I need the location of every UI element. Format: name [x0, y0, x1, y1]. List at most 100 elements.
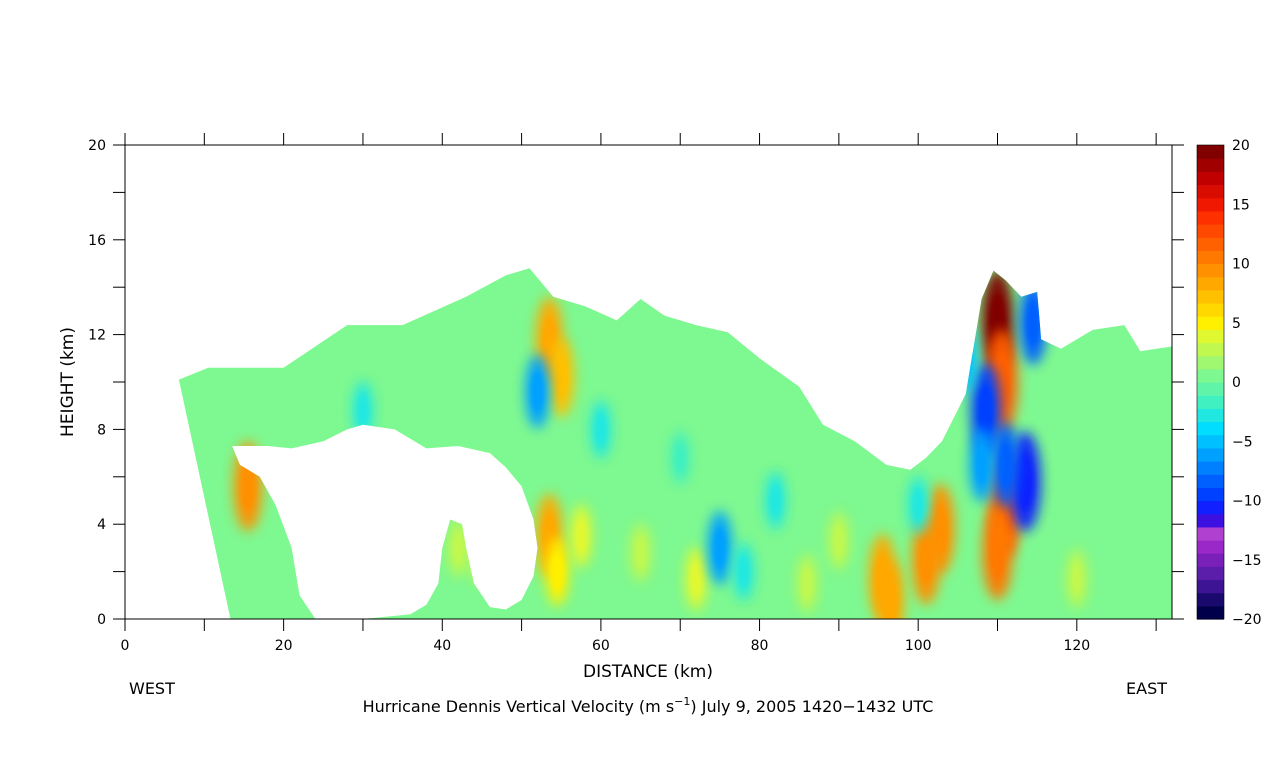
colorbar-swatch	[1197, 421, 1224, 436]
velocity-core	[554, 355, 568, 400]
x-tick-label: 20	[275, 638, 293, 654]
velocity-field	[178, 268, 1172, 619]
west-label: WEST	[129, 679, 175, 698]
colorbar-swatch	[1197, 553, 1224, 567]
velocity-core	[833, 524, 845, 557]
velocity-core	[738, 555, 749, 588]
colorbar-swatch	[1197, 487, 1224, 502]
velocity-core	[575, 518, 587, 554]
colorbar-swatch	[1197, 329, 1224, 344]
velocity-core	[690, 561, 702, 597]
colorbar-swatch	[1197, 250, 1224, 265]
colorbar-swatch	[1197, 263, 1224, 278]
colorbar-swatch	[1197, 210, 1224, 225]
colorbar-frame	[1196, 144, 1225, 620]
colorbar-swatch	[1197, 461, 1224, 475]
colorbar-tick-label: 0	[1232, 375, 1241, 391]
velocity-core	[1071, 562, 1083, 595]
y-tick-label: 8	[97, 422, 106, 438]
velocity-core	[675, 443, 686, 473]
colorbar-swatch	[1197, 605, 1224, 620]
y-tick-label: 16	[88, 233, 106, 249]
colorbar-swatch	[1197, 592, 1224, 607]
colorbar-swatch	[1197, 342, 1224, 357]
colorbar-swatch	[1197, 513, 1224, 528]
colorbar-tick-label: 20	[1232, 138, 1250, 154]
y-tick-label: 4	[97, 517, 106, 533]
velocity-cell	[953, 323, 978, 393]
x-tick-label: 100	[905, 638, 932, 654]
colorbar-swatch	[1197, 316, 1224, 330]
colorbar-tick-label: 15	[1232, 197, 1250, 213]
velocity-core	[357, 394, 369, 427]
y-tick-label: 0	[97, 612, 106, 628]
east-label: EAST	[1126, 679, 1167, 698]
colorbar-swatch	[1197, 224, 1224, 238]
velocity-core	[1017, 454, 1034, 510]
velocity-core	[912, 489, 924, 522]
velocity-core	[240, 461, 256, 511]
chart-title-suffix: ) July 9, 2005 1420−1432 UTC	[690, 697, 933, 716]
velocity-core	[978, 384, 994, 437]
colorbar-swatch	[1197, 540, 1224, 554]
y-axis-label: HEIGHT (km)	[58, 327, 78, 437]
chart-title-superscript: −1	[674, 695, 690, 708]
colorbar-swatch	[1197, 579, 1224, 594]
velocity-core	[975, 444, 988, 486]
velocity-core	[918, 535, 934, 585]
chart-title-prefix: Hurricane Dennis Vertical Velocity (m s	[363, 697, 675, 716]
plot-area	[178, 268, 1172, 619]
colorbar-swatch	[1197, 395, 1224, 409]
velocity-core	[801, 567, 813, 600]
colorbar-swatch	[1197, 500, 1224, 515]
colorbar-swatch	[1197, 526, 1224, 541]
velocity-core	[551, 552, 564, 591]
velocity-core	[531, 371, 544, 412]
y-tick-label: 20	[88, 138, 106, 154]
colorbar-swatch	[1197, 408, 1224, 423]
colorbar-swatch	[1197, 197, 1224, 212]
colorbar-swatch	[1197, 474, 1224, 488]
echo-free-region	[232, 424, 538, 619]
colorbar-swatch	[1197, 289, 1224, 304]
velocity-core	[1026, 299, 1041, 346]
velocity-core	[959, 339, 972, 378]
velocity-core	[770, 484, 781, 517]
x-tick-label: 40	[433, 638, 451, 654]
colorbar-tick-label: 5	[1232, 316, 1241, 332]
colorbar-swatch	[1197, 145, 1224, 159]
x-axis-label: DISTANCE (km)	[583, 662, 713, 682]
velocity-core	[989, 526, 1006, 579]
velocity-core	[713, 527, 727, 569]
colorbar-swatch	[1197, 184, 1224, 199]
x-tick-label: 60	[592, 638, 610, 654]
colorbar-swatch	[1197, 434, 1224, 449]
chart-title: Hurricane Dennis Vertical Velocity (m s−…	[363, 695, 934, 716]
x-axis: 0 20 40 60 80 100 120	[121, 133, 1157, 654]
colorbar: 20 15 10 5 0 −5 −10 −15 −20	[1196, 138, 1262, 628]
colorbar-tick-label: 10	[1232, 257, 1250, 273]
velocity-core	[452, 531, 464, 564]
colorbar-swatch	[1197, 447, 1224, 462]
colorbar-swatch	[1197, 303, 1224, 317]
x-tick-label: 0	[121, 638, 130, 654]
colorbar-swatch	[1197, 171, 1224, 186]
velocity-core	[883, 579, 898, 619]
colorbar-swatch	[1197, 158, 1224, 172]
colorbar-swatch	[1197, 382, 1224, 396]
colorbar-swatch	[1197, 355, 1224, 370]
y-axis: 0 4 8 12 16 20	[88, 138, 1184, 628]
velocity-core	[635, 536, 646, 569]
colorbar-tick-label: −5	[1232, 434, 1253, 450]
colorbar-tick-label: −20	[1232, 612, 1262, 628]
velocity-core	[998, 441, 1013, 489]
y-tick-label: 12	[88, 328, 106, 344]
colorbar-swatch	[1197, 237, 1224, 251]
colorbar-swatch	[1197, 566, 1224, 581]
x-tick-label: 80	[751, 638, 769, 654]
colorbar-swatch	[1197, 276, 1224, 291]
colorbar-tick-label: −10	[1232, 494, 1262, 510]
x-tick-label: 120	[1063, 638, 1090, 654]
colorbar-tick-label: −15	[1232, 553, 1262, 569]
